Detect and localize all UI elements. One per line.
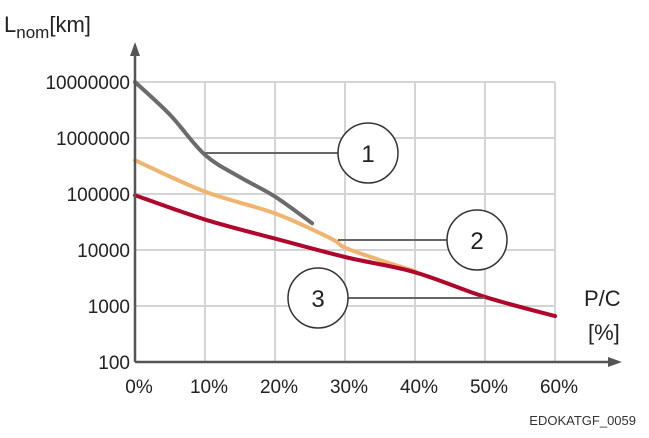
- y-tick-label: 1000: [88, 297, 130, 318]
- x-axis-arrow-icon: [608, 357, 622, 367]
- y-axis-arrow-icon: [130, 42, 140, 56]
- y-axis-title: Lnom[km]: [4, 12, 91, 42]
- callout-number: 1: [361, 141, 374, 168]
- x-tick-label: 40%: [400, 377, 438, 398]
- y-tick-label: 10000000: [45, 73, 130, 94]
- callout-circle: [287, 267, 349, 329]
- x-tick-label: 50%: [470, 377, 508, 398]
- callout-2: 2: [338, 209, 508, 271]
- x-axis-unit: [%]: [588, 320, 620, 345]
- y-tick-label: 10000: [77, 241, 130, 262]
- series-line-3: [133, 193, 557, 319]
- callout-circle: [446, 209, 508, 271]
- callouts: 1 2 3: [205, 122, 508, 329]
- callout-1: 1: [205, 122, 399, 184]
- callout-number: 3: [311, 286, 324, 313]
- y-tick-label: 100: [98, 353, 130, 374]
- x-tick-label: 60%: [540, 377, 578, 398]
- y-tick-label: 1000000: [56, 129, 130, 150]
- x-tick-label: 0%: [125, 377, 153, 398]
- x-tick-label: 20%: [260, 377, 298, 398]
- series-line-2: [133, 158, 417, 274]
- x-axis-title: P/C: [584, 286, 621, 311]
- callout-3: 3: [287, 267, 485, 329]
- series-line-1: [133, 80, 315, 226]
- curves: [133, 80, 557, 319]
- callout-number: 2: [470, 228, 483, 255]
- callout-circle: [337, 122, 399, 184]
- x-tick-label: 10%: [190, 377, 228, 398]
- figure-code: EDOKATGF_0059: [529, 413, 636, 428]
- y-tick-label: 100000: [67, 185, 130, 206]
- x-tick-label: 30%: [330, 377, 368, 398]
- axes: [130, 42, 622, 367]
